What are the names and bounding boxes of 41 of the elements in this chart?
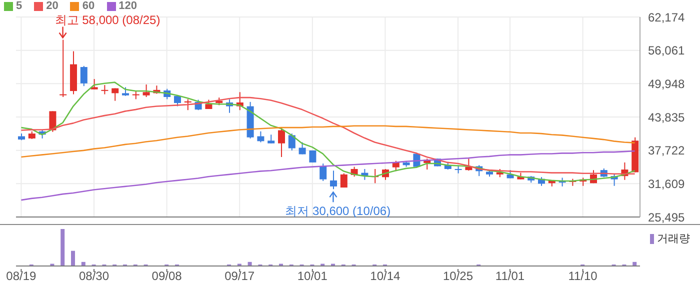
x-tick-label: 09/17 [224,269,255,283]
candlestick [340,172,348,188]
x-tick-label: 11/01 [495,269,525,283]
candlestick [298,142,306,155]
bar [60,229,65,266]
annotation: 최고 58,000 (08/25) [54,12,160,27]
y-tick-label: 37,722 [648,144,686,158]
x-tick-label: 10/14 [370,269,401,283]
annotation: 최저 30,600 (10/06) [285,204,391,218]
y-tick-label: 43,835 [648,110,686,124]
legend-label: 20 [46,0,58,12]
legend-label: 120 [118,0,137,12]
x-tick-label: 10/01 [297,269,328,283]
y-tick-label: 25,495 [648,210,686,224]
candlestick [101,84,108,95]
legend-label: 60 [82,0,95,12]
candlestick [80,65,88,87]
candlestick [142,84,150,98]
x-tick-label: 11/10 [568,269,598,283]
candlestick [257,130,264,143]
x-tick-label: 08/30 [78,269,110,283]
x-tick-label: 09/08 [152,269,182,283]
candlestick [112,88,119,102]
candlestick [330,170,337,190]
candlestick [60,39,67,98]
legend-label: 거래량 [657,232,690,246]
candlestick [278,127,285,158]
y-tick-label: 62,174 [648,10,686,24]
y-tick-label: 31,609 [648,176,686,191]
x-tick-label: 08/19 [6,269,37,283]
x-tick-label: 10/25 [442,269,474,283]
candlestick [49,110,56,132]
bar [71,250,75,266]
y-tick-label: 56,061 [648,44,686,58]
candlestick [392,160,400,172]
y-tick-label: 49,948 [648,76,686,91]
candlestick [90,78,98,90]
candlestick [320,163,327,182]
candlestick [184,98,192,111]
candlestick [288,133,296,151]
legend-label: 5 [16,0,22,12]
